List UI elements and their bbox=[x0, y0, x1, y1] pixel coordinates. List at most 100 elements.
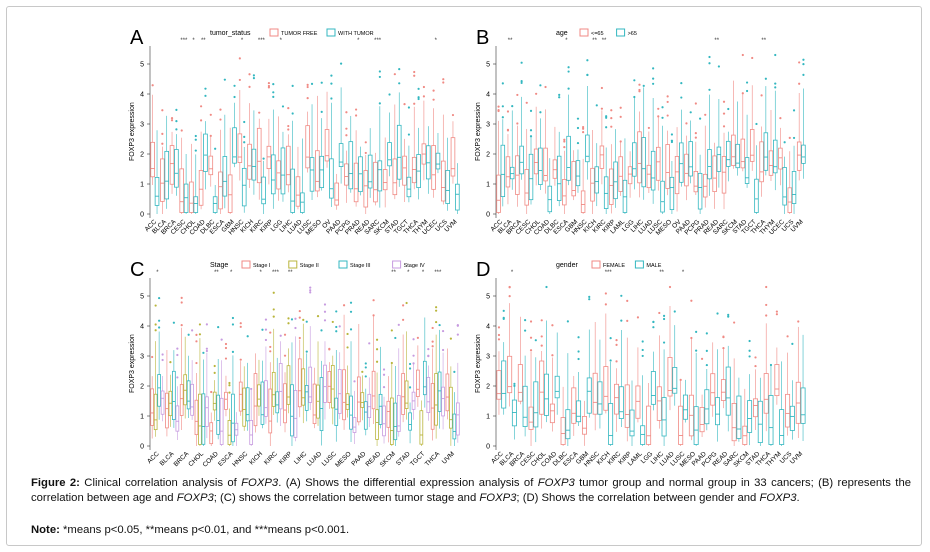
box bbox=[667, 357, 673, 397]
outlier-point bbox=[774, 86, 777, 89]
significance-mark: ** bbox=[508, 38, 513, 44]
box bbox=[154, 177, 160, 206]
box bbox=[682, 394, 688, 420]
box bbox=[736, 395, 742, 439]
outlier-point bbox=[502, 309, 505, 312]
outlier-point bbox=[261, 328, 264, 331]
outlier-point bbox=[175, 128, 178, 131]
outlier-point bbox=[798, 82, 801, 85]
outlier-point bbox=[619, 106, 622, 109]
outlier-point bbox=[506, 110, 510, 113]
box bbox=[175, 405, 180, 432]
outlier-point bbox=[154, 329, 157, 332]
outlier-point bbox=[338, 325, 341, 328]
box bbox=[160, 390, 165, 415]
significance-mark: * bbox=[511, 270, 514, 276]
box bbox=[334, 397, 339, 426]
outlier-point bbox=[633, 95, 636, 99]
outlier-point bbox=[209, 134, 212, 137]
outlier-point bbox=[636, 316, 640, 319]
outlier-point bbox=[287, 128, 290, 131]
box bbox=[543, 147, 548, 182]
box bbox=[517, 364, 523, 402]
outlier-point bbox=[605, 116, 608, 119]
outlier-point bbox=[199, 119, 203, 122]
outlier-point bbox=[394, 336, 397, 340]
outlier-point bbox=[619, 115, 622, 118]
outlier-point bbox=[792, 136, 796, 140]
outlier-point bbox=[158, 326, 161, 329]
outlier-point bbox=[264, 318, 268, 321]
outlier-point bbox=[378, 70, 381, 73]
outlier-point bbox=[272, 291, 275, 294]
box bbox=[715, 397, 721, 426]
significance-mark: * bbox=[192, 38, 195, 44]
outlier-point bbox=[658, 311, 661, 315]
outlier-point bbox=[170, 117, 174, 120]
y-tick-label: 1 bbox=[486, 414, 490, 421]
outlier-point bbox=[305, 320, 308, 323]
outlier-point bbox=[345, 134, 348, 137]
box bbox=[624, 384, 630, 428]
outlier-point bbox=[306, 85, 309, 89]
outlier-point bbox=[298, 336, 301, 340]
outlier-point bbox=[558, 93, 561, 96]
outlier-point bbox=[408, 362, 412, 366]
box bbox=[450, 137, 456, 177]
outlier-point bbox=[180, 301, 183, 304]
box bbox=[179, 168, 185, 213]
outlier-point bbox=[577, 350, 580, 353]
outlier-point bbox=[540, 344, 543, 347]
box bbox=[150, 141, 155, 178]
box bbox=[547, 185, 553, 213]
box bbox=[268, 388, 273, 434]
outlier-point bbox=[231, 323, 235, 326]
box bbox=[234, 422, 239, 436]
outlier-point bbox=[217, 326, 220, 329]
significance-mark: *** bbox=[374, 38, 382, 44]
outlier-point bbox=[497, 333, 501, 337]
outlier-point bbox=[187, 333, 190, 336]
outlier-point bbox=[272, 91, 275, 94]
box bbox=[640, 425, 646, 445]
outlier-point bbox=[407, 106, 411, 109]
outlier-point bbox=[540, 319, 543, 322]
outlier-point bbox=[609, 359, 612, 362]
outlier-point bbox=[175, 119, 178, 123]
outlier-point bbox=[435, 306, 438, 309]
outlier-point bbox=[309, 286, 312, 289]
outlier-point bbox=[755, 122, 758, 126]
outlier-point bbox=[657, 115, 660, 118]
outlier-point bbox=[442, 81, 445, 84]
outlier-point bbox=[375, 338, 379, 341]
box bbox=[731, 403, 737, 442]
caption-label: Figure 2: bbox=[31, 477, 80, 489]
outlier-point bbox=[238, 57, 241, 60]
outlier-point bbox=[364, 366, 367, 369]
outlier-point bbox=[529, 320, 533, 323]
box bbox=[278, 363, 283, 410]
box bbox=[720, 379, 726, 401]
outlier-point bbox=[582, 131, 585, 134]
box bbox=[283, 383, 287, 424]
outlier-point bbox=[407, 133, 411, 136]
outlier-point bbox=[320, 329, 323, 332]
box bbox=[656, 146, 661, 181]
x-tick-label: THCA bbox=[424, 450, 442, 468]
box bbox=[290, 384, 294, 437]
outlier-point bbox=[243, 141, 246, 144]
box bbox=[710, 373, 716, 406]
outlier-point bbox=[291, 112, 294, 115]
box bbox=[190, 383, 194, 416]
box bbox=[440, 160, 446, 202]
box bbox=[237, 133, 243, 163]
box bbox=[533, 148, 539, 175]
outlier-point bbox=[775, 313, 778, 316]
box bbox=[219, 397, 224, 445]
outlier-point bbox=[513, 382, 516, 385]
y-tick-label: 4 bbox=[486, 324, 490, 331]
outlier-point bbox=[680, 82, 683, 85]
box bbox=[264, 380, 268, 417]
legend-label: WITH TUMOR bbox=[338, 31, 374, 37]
